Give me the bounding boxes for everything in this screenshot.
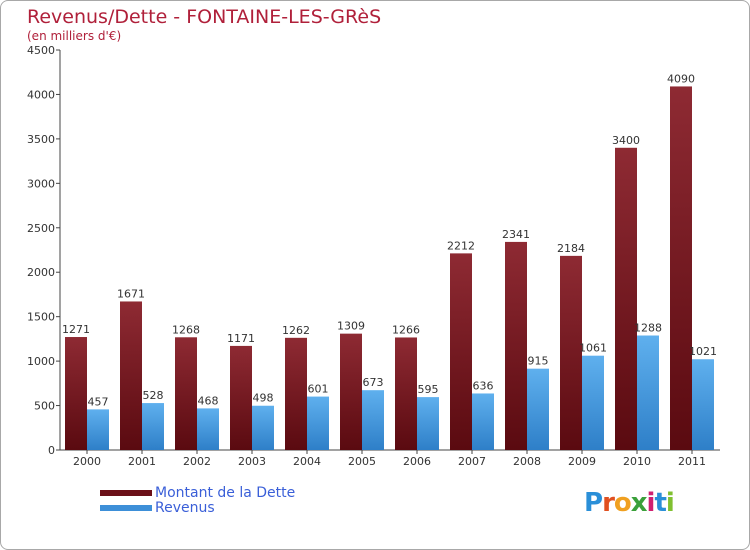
value-label-revenue: 673 bbox=[363, 376, 384, 389]
proxiti-logo: Proxiti bbox=[584, 488, 675, 518]
logo-letter: i bbox=[665, 488, 675, 518]
bar-revenue bbox=[527, 368, 549, 450]
value-label-debt: 1671 bbox=[117, 287, 145, 300]
bar-debt bbox=[65, 337, 87, 450]
value-label-revenue: 915 bbox=[528, 355, 549, 368]
x-tick-label: 2005 bbox=[348, 455, 376, 468]
logo-letter: P bbox=[584, 488, 603, 518]
bar-revenue bbox=[637, 335, 659, 450]
bar-revenue bbox=[87, 409, 109, 450]
value-label-debt: 2212 bbox=[447, 239, 475, 252]
bar-debt bbox=[340, 333, 362, 450]
bar-debt bbox=[560, 255, 582, 450]
bar-debt bbox=[450, 253, 472, 450]
value-label-debt: 2184 bbox=[557, 242, 585, 255]
bar-debt bbox=[615, 147, 637, 450]
bar-revenue bbox=[252, 405, 274, 450]
x-tick-label: 2001 bbox=[128, 455, 156, 468]
y-tick-label: 4500 bbox=[27, 44, 55, 57]
logo-letter: t bbox=[654, 488, 666, 518]
chart-title: Revenus/Dette - FONTAINE-LES-GRèS bbox=[27, 6, 382, 28]
y-tick-label: 1000 bbox=[27, 355, 55, 368]
bar-revenue bbox=[307, 396, 329, 450]
chart-subtitle: (en milliers d'€) bbox=[27, 29, 122, 43]
value-label-revenue: 601 bbox=[308, 383, 329, 396]
bar-revenue bbox=[362, 390, 384, 450]
legend-label-debt: Montant de la Dette bbox=[155, 485, 296, 501]
bar-debt bbox=[120, 301, 142, 450]
value-label-debt: 1171 bbox=[227, 332, 255, 345]
bar-debt bbox=[670, 86, 692, 450]
x-tick-label: 2003 bbox=[238, 455, 266, 468]
value-label-debt: 2341 bbox=[502, 228, 530, 241]
bars bbox=[65, 86, 714, 450]
value-label-revenue: 1288 bbox=[634, 322, 662, 335]
x-tick-label: 2011 bbox=[678, 455, 706, 468]
x-tick-label: 2000 bbox=[73, 455, 101, 468]
bar-revenue bbox=[197, 408, 219, 450]
legend-label-revenue: Revenus bbox=[155, 500, 215, 516]
value-label-revenue: 595 bbox=[418, 383, 439, 396]
logo-letter: r bbox=[602, 488, 615, 518]
bar-debt bbox=[230, 345, 252, 450]
logo-letter: x bbox=[630, 488, 648, 518]
y-tick-label: 2500 bbox=[27, 222, 55, 235]
value-label-debt: 3400 bbox=[612, 134, 640, 147]
value-label-revenue: 528 bbox=[143, 389, 164, 402]
x-tick-label: 2004 bbox=[293, 455, 321, 468]
value-label-revenue: 636 bbox=[473, 379, 494, 392]
y-tick-label: 4000 bbox=[27, 88, 55, 101]
logo-letter: o bbox=[613, 488, 632, 518]
bar-debt bbox=[505, 241, 527, 450]
bar-revenue bbox=[692, 359, 714, 450]
value-label-debt: 4090 bbox=[667, 72, 695, 85]
bar-revenue bbox=[142, 403, 164, 450]
logo-letter: i bbox=[646, 488, 656, 518]
bar-debt bbox=[285, 337, 307, 450]
bar-debt bbox=[175, 337, 197, 450]
value-label-debt: 1309 bbox=[337, 320, 365, 333]
x-tick-label: 2009 bbox=[568, 455, 596, 468]
x-tick-label: 2006 bbox=[403, 455, 431, 468]
x-tick-label: 2007 bbox=[458, 455, 486, 468]
y-tick-label: 3000 bbox=[27, 177, 55, 190]
value-label-revenue: 1021 bbox=[689, 345, 717, 358]
value-labels: 1271 457 1671 528 1268 468 1171 498 1262 601 1309 6… bbox=[62, 72, 717, 408]
value-label-debt: 1268 bbox=[172, 323, 200, 336]
value-label-revenue: 468 bbox=[198, 394, 219, 407]
value-label-debt: 1262 bbox=[282, 324, 310, 337]
value-label-debt: 1271 bbox=[62, 323, 90, 336]
bar-revenue bbox=[417, 397, 439, 450]
x-tick-label: 2010 bbox=[623, 455, 651, 468]
y-tick-label: 0 bbox=[48, 444, 55, 457]
bar-revenue bbox=[582, 355, 604, 450]
value-label-revenue: 498 bbox=[253, 392, 274, 405]
y-tick-label: 500 bbox=[34, 400, 55, 413]
value-label-revenue: 1061 bbox=[579, 342, 607, 355]
y-tick-label: 3500 bbox=[27, 133, 55, 146]
value-label-revenue: 457 bbox=[88, 395, 109, 408]
legend-swatch-revenue bbox=[100, 505, 152, 511]
legend-swatch-debt bbox=[100, 490, 152, 496]
x-tick-label: 2008 bbox=[513, 455, 541, 468]
bar-revenue bbox=[472, 393, 494, 450]
value-label-debt: 1266 bbox=[392, 323, 420, 336]
y-tick-label: 1500 bbox=[27, 311, 55, 324]
bar-debt bbox=[395, 337, 417, 450]
axes: 0 500 1000 1500 2000 2500 3000 3500 4000 4500 2000… bbox=[27, 44, 720, 468]
x-tick-label: 2002 bbox=[183, 455, 211, 468]
y-tick-label: 2000 bbox=[27, 266, 55, 279]
